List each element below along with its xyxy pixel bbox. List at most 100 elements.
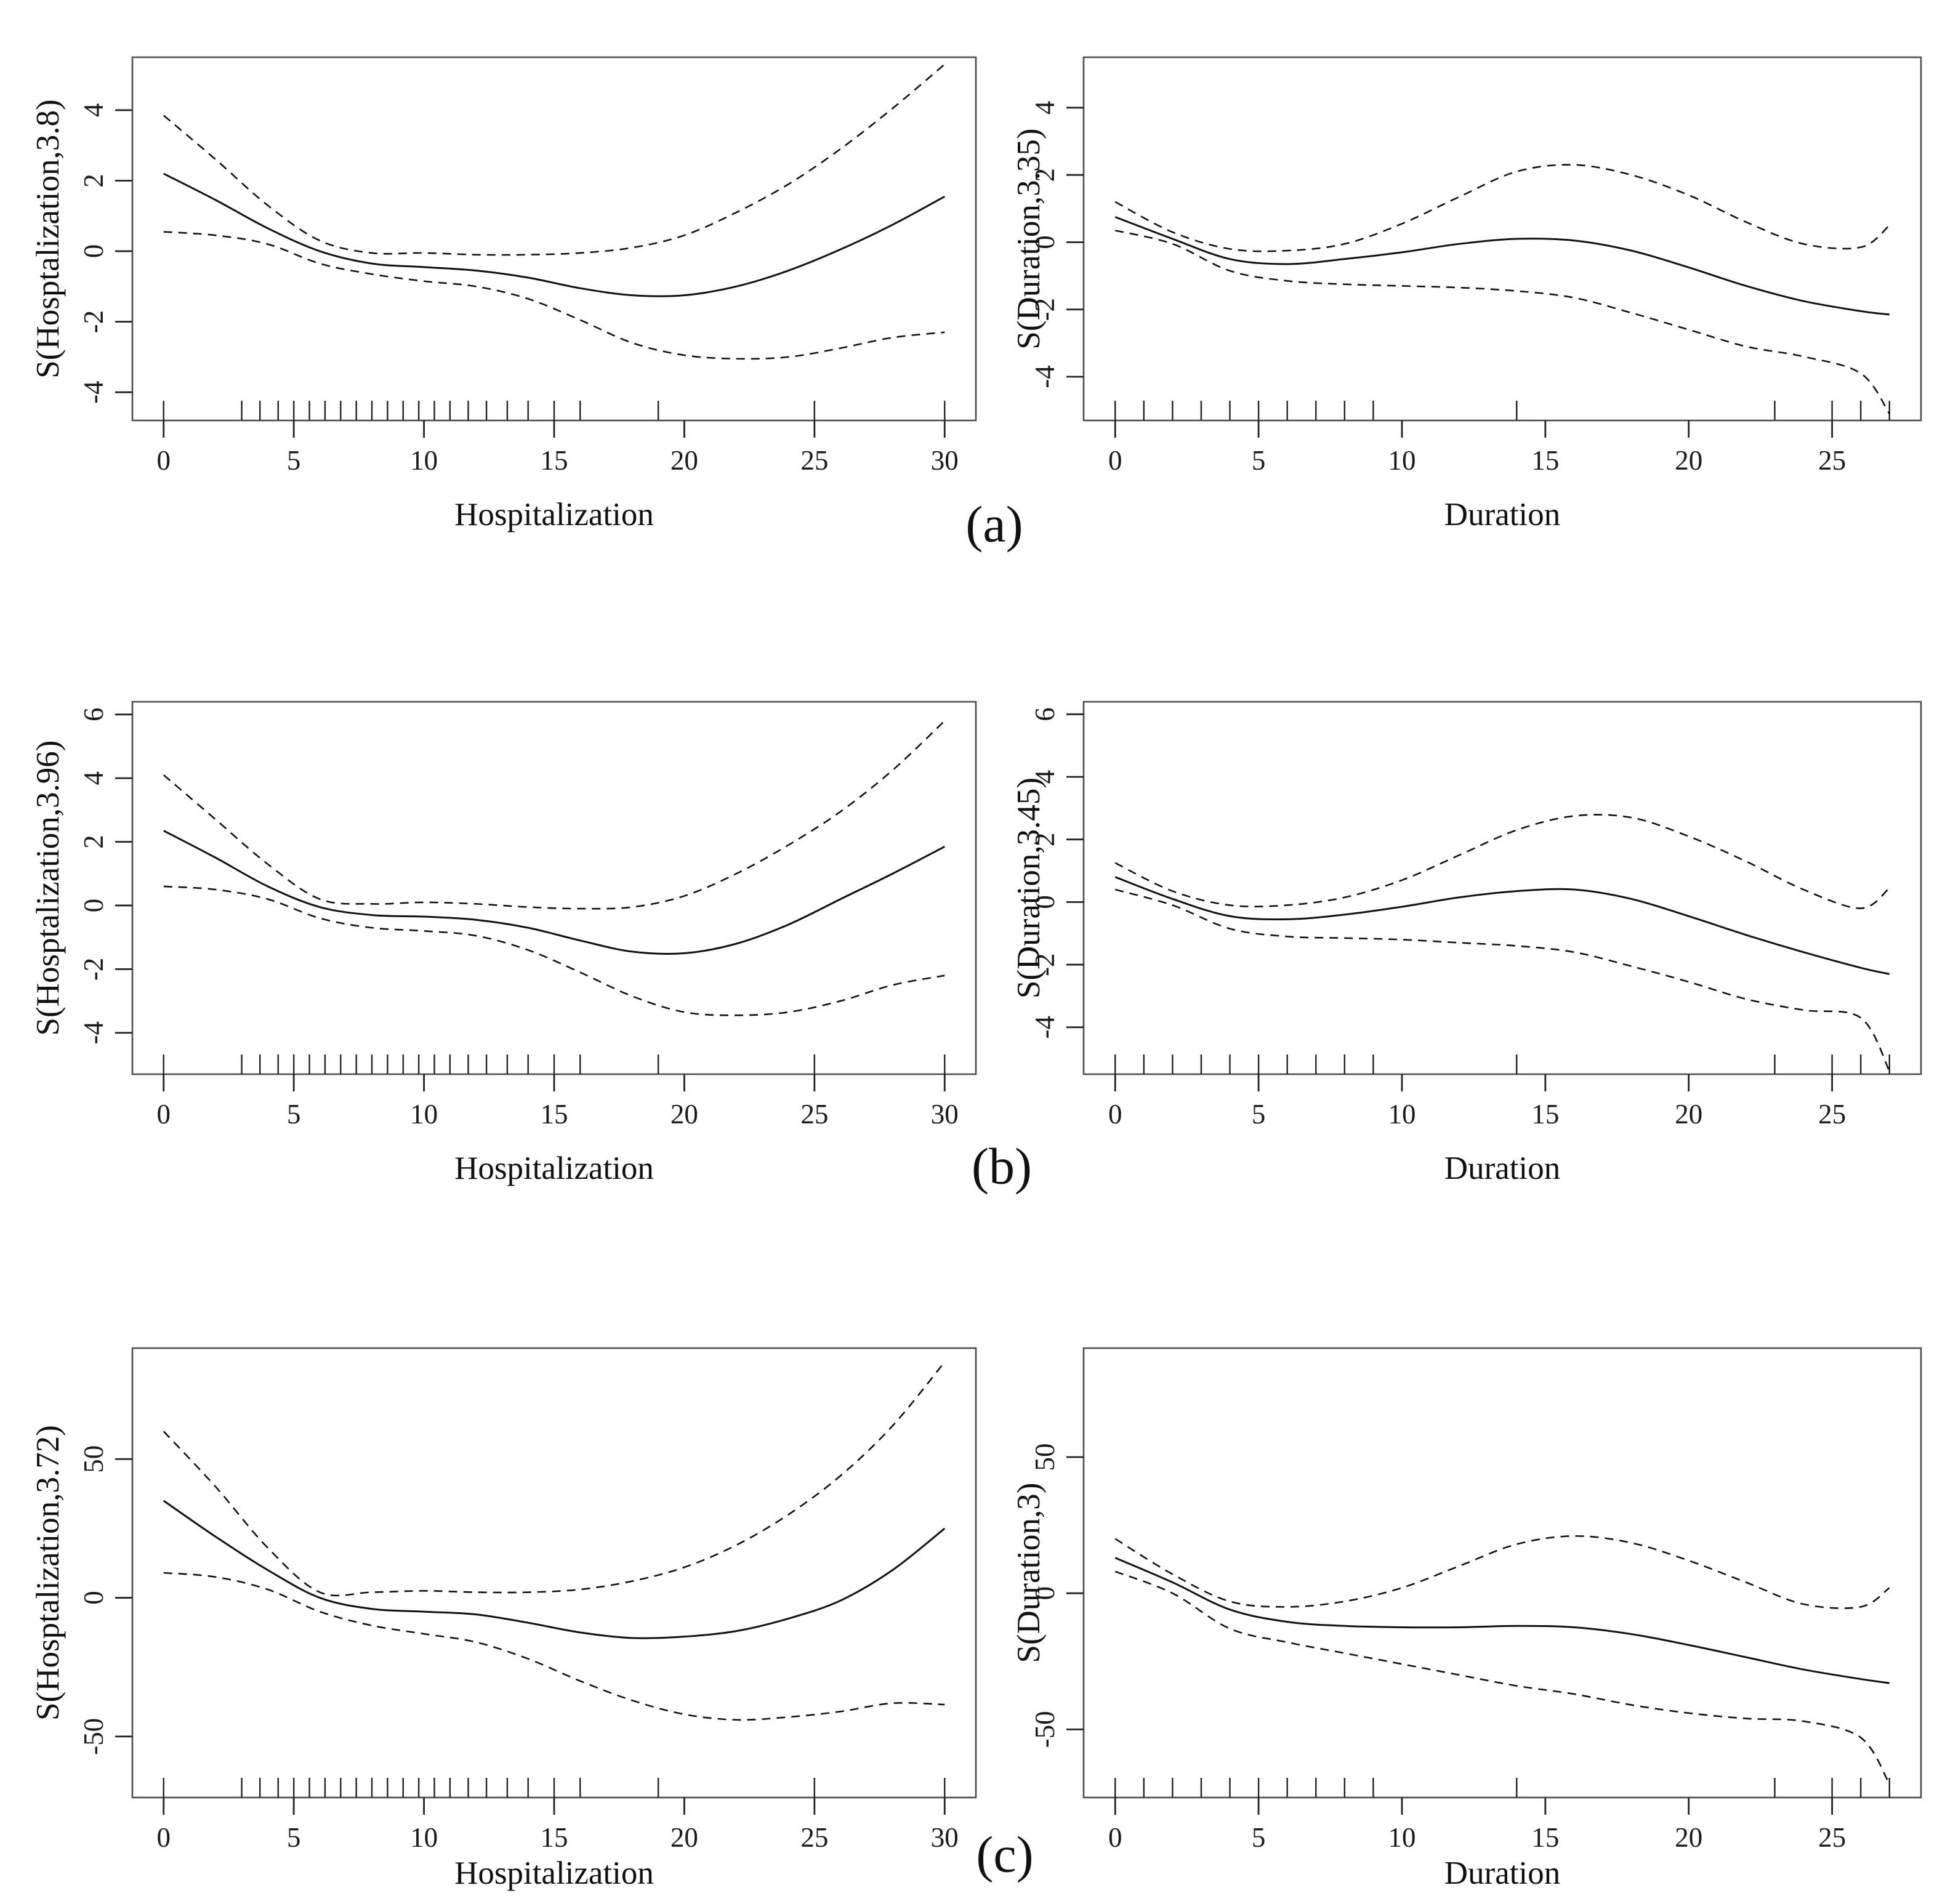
y-tick-label: 4 — [78, 103, 109, 118]
x-tick-label: 0 — [1108, 1822, 1122, 1853]
y-tick-label: 2 — [78, 835, 109, 849]
x-tick-label: 10 — [1388, 1822, 1415, 1853]
upper-ci-line — [1114, 814, 1890, 909]
x-tick-label: 15 — [1531, 1822, 1559, 1853]
y-tick-label: -4 — [1029, 1016, 1060, 1039]
lower-ci-line — [163, 1572, 945, 1721]
plot-box — [131, 1347, 977, 1799]
x-tick-label: 25 — [1818, 445, 1846, 476]
figure-row-b: 0 5 10 15 20 25 30-4-20246HospitalizationS(Hos… — [30, 701, 1922, 1186]
x-tick-label: 10 — [1388, 1099, 1415, 1130]
upper-ci-line — [163, 720, 946, 910]
lower-ci-line — [163, 231, 945, 360]
x-tick-label: 0 — [1108, 1099, 1122, 1130]
x-tick-label: 20 — [1675, 1099, 1702, 1130]
y-tick-label: 6 — [78, 707, 109, 721]
x-tick-label: 30 — [931, 1822, 959, 1853]
fit-line — [163, 1500, 946, 1639]
y-axis-label: S(Hosptalization,3.8) — [30, 99, 66, 378]
y-axis-label: S(Duration,3.45) — [1011, 777, 1047, 998]
x-tick-label: 25 — [800, 1822, 828, 1853]
x-tick-label: 5 — [1252, 1822, 1266, 1853]
y-tick-label: 0 — [78, 899, 109, 913]
lower-ci-line — [1114, 230, 1890, 414]
panel-c-hospitalization: 0 5 10 15 20 25 30 -50 0 50 Hospitalization S(Hospt… — [30, 1347, 977, 1891]
x-tick-label: 15 — [541, 445, 568, 476]
upper-ci-line — [1114, 1535, 1890, 1609]
x-axis-label: Hospitalization — [454, 497, 654, 532]
x-tick-label: 5 — [1252, 1099, 1266, 1130]
y-tick-label: 50 — [78, 1445, 109, 1473]
y-tick-label: 0 — [78, 1591, 109, 1605]
x-tick-label: 0 — [156, 1822, 171, 1853]
fit-line — [163, 830, 945, 955]
figure-row-a: 0 5 10 15 20 25 30-4-2024HospitalizationS(Hosp… — [30, 56, 1922, 532]
y-tick-label: -50 — [78, 1718, 109, 1755]
upper-ci-line — [163, 63, 946, 256]
y-tick-label: -4 — [78, 380, 109, 404]
y-tick-label: 6 — [1029, 707, 1060, 721]
panel-b-duration: 0 5 10 15 20 25 -4 -2 0 2 4 6 Duration S(Duration,3.4… — [1011, 701, 1922, 1186]
upper-ci-line — [1114, 164, 1890, 252]
x-tick-label: 0 — [156, 1099, 171, 1130]
x-tick-label: 5 — [287, 1822, 301, 1853]
fit-line — [163, 172, 945, 297]
y-tick-label: 0 — [78, 244, 109, 259]
x-tick-label: 10 — [410, 1822, 438, 1853]
y-axis-label: S(Duration,3.35) — [1011, 128, 1047, 349]
x-tick-label: 30 — [931, 1099, 959, 1130]
figure-row-c: 0 5 10 15 20 25 30-50050HospitalizationS(Hospt… — [30, 1347, 1922, 1891]
x-tick-label: 20 — [1675, 445, 1702, 476]
x-axis-label: Duration — [1444, 497, 1560, 532]
subfigure-label-a: (a) — [965, 496, 1023, 553]
plot-box — [1082, 701, 1922, 1075]
y-axis-label: S(Hosptalization,3.72) — [30, 1425, 66, 1721]
y-axis-label: S(Hosptalization,3.96) — [30, 741, 66, 1036]
plot-box — [131, 56, 977, 422]
panel-b-hospitalization: 0 5 10 15 20 25 30 -4 -2 0 2 4 6 Hospitalization S(Hos… — [30, 701, 977, 1186]
y-tick-label: 50 — [1029, 1443, 1060, 1471]
x-tick-label: 20 — [670, 1822, 698, 1853]
upper-ci-line — [163, 1361, 946, 1597]
x-axis-label: Duration — [1444, 1855, 1560, 1891]
x-tick-label: 20 — [1675, 1822, 1702, 1853]
panel-a-hospitalization: 0 5 10 15 20 25 30 -4 -2 0 2 4 Hospitalization S(Hosp… — [30, 56, 977, 532]
y-tick-label: 0 — [1029, 895, 1060, 909]
x-tick-label: 25 — [800, 445, 828, 476]
y-tick-label: 4 — [1029, 770, 1060, 784]
y-tick-label: -4 — [78, 1021, 109, 1045]
lower-ci-line — [1114, 1570, 1890, 1785]
lower-ci-line — [1114, 888, 1890, 1072]
y-tick-label: -50 — [1029, 1711, 1060, 1748]
y-tick-label: -2 — [78, 958, 109, 981]
x-tick-label: 15 — [541, 1822, 568, 1853]
x-tick-label: 0 — [1108, 445, 1122, 476]
x-tick-label: 5 — [1252, 445, 1266, 476]
x-axis-label: Hospitalization — [454, 1151, 654, 1186]
y-tick-label: 4 — [78, 771, 109, 785]
panel-a-duration: 0 5 10 15 20 25 -4 -2 0 2 4 Duration S(Duration,3.35… — [1011, 56, 1922, 532]
x-tick-label: 15 — [1531, 1099, 1559, 1130]
y-tick-label: -4 — [1029, 365, 1060, 388]
lower-ci-line — [163, 885, 945, 1016]
y-tick-label: 0 — [1029, 235, 1060, 249]
y-tick-label: 2 — [1029, 832, 1060, 846]
subfigure-label-b: (b) — [972, 1138, 1032, 1195]
x-axis-label: Hospitalization — [454, 1855, 654, 1891]
x-tick-label: 5 — [287, 1099, 301, 1130]
y-tick-label: -2 — [78, 310, 109, 334]
x-tick-label: 20 — [670, 1099, 698, 1130]
x-tick-label: 0 — [156, 445, 171, 476]
x-tick-label: 10 — [410, 445, 438, 476]
x-tick-label: 25 — [1818, 1099, 1846, 1130]
y-tick-label: 2 — [78, 174, 109, 188]
x-tick-label: 15 — [1531, 445, 1559, 476]
x-tick-label: 10 — [1388, 445, 1415, 476]
plot-box — [131, 701, 977, 1075]
fit-line — [1114, 876, 1890, 975]
panel-c-duration: 0 5 10 15 20 25 -50 0 50 Duration S(Duration,3) — [1011, 1347, 1922, 1891]
x-tick-label: 10 — [410, 1099, 438, 1130]
plot-box — [1082, 56, 1922, 422]
x-tick-label: 25 — [1818, 1822, 1846, 1853]
